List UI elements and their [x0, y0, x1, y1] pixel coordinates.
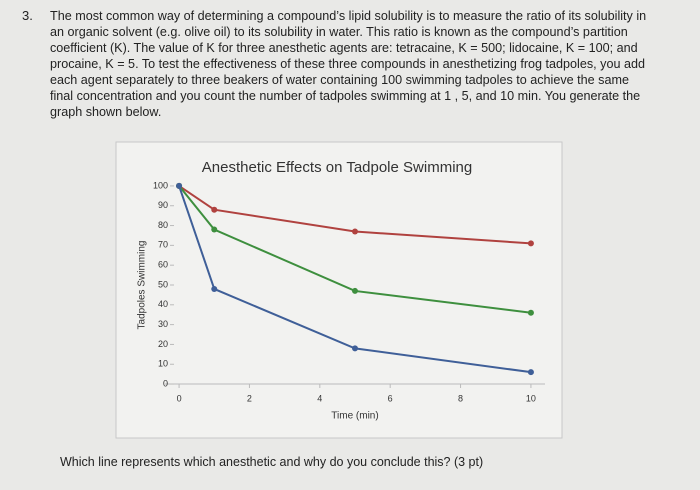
- chart-title: Anesthetic Effects on Tadpole Swimming: [202, 159, 472, 176]
- y-tick-label: 20: [158, 339, 168, 349]
- series-line: [178, 185, 532, 374]
- y-tick-label: 60: [158, 260, 168, 270]
- point: [211, 226, 218, 233]
- y-tick-label: 30: [158, 319, 168, 329]
- series-line: [178, 185, 531, 245]
- y-tick-label: 0: [163, 378, 168, 388]
- y-axis-label: Tadpoles Swimming: [137, 241, 148, 330]
- x-axis-label: Time (min): [331, 411, 378, 422]
- question-prompt: Which line represents which anesthetic a…: [60, 455, 484, 469]
- point: [352, 345, 358, 352]
- point: [211, 206, 218, 213]
- y-tick-label: 80: [158, 220, 168, 230]
- point: [352, 228, 358, 235]
- x-tick-label: 4: [317, 393, 322, 403]
- question-number: 3.: [22, 8, 33, 23]
- y-tick-label: 50: [158, 279, 168, 289]
- x-tick-label: 2: [247, 393, 252, 403]
- point: [211, 285, 218, 292]
- y-tick-label: 70: [158, 240, 168, 250]
- y-tick-label: 90: [158, 200, 168, 210]
- question-text: The most common way of determining a com…: [50, 9, 647, 119]
- x-tick-label: 10: [526, 393, 536, 403]
- series-line: [178, 185, 532, 314]
- y-tick-label: 10: [158, 359, 168, 369]
- x-tick-label: 6: [388, 393, 393, 403]
- y-tick-label: 40: [158, 299, 168, 309]
- point: [176, 182, 183, 189]
- point: [352, 287, 358, 294]
- chart-frame: [115, 141, 563, 439]
- point: [527, 309, 534, 316]
- point: [527, 369, 534, 376]
- point: [527, 240, 534, 247]
- x-tick-label: 8: [458, 393, 463, 403]
- x-tick-label: 0: [177, 393, 182, 403]
- y-tick-label: 100: [153, 180, 168, 190]
